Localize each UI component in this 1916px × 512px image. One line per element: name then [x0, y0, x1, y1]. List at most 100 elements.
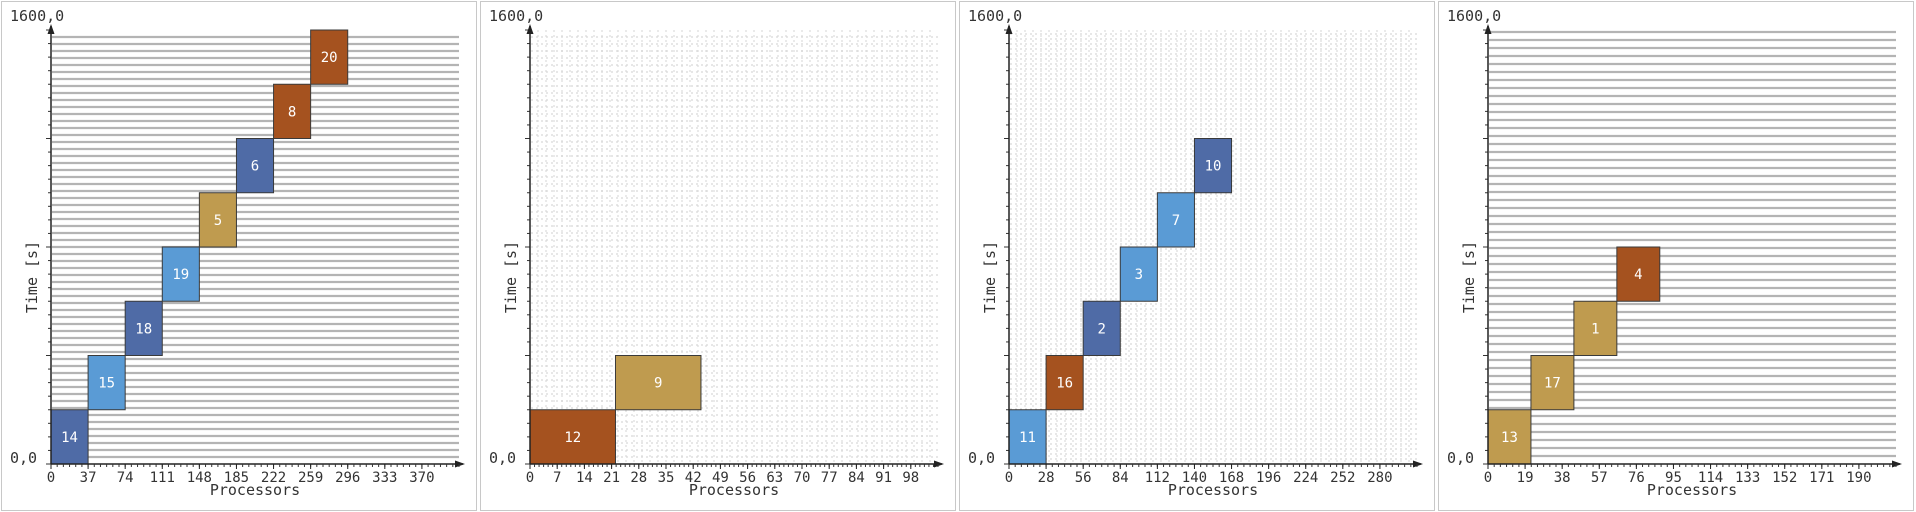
y-axis-arrow [47, 24, 55, 34]
x-tick-label: 259 [298, 470, 323, 486]
origin-label: 0,0 [968, 449, 995, 467]
x-tick-label: 152 [1772, 470, 1797, 486]
task-label: 1 [1591, 321, 1599, 337]
x-axis-title: Processors [689, 481, 779, 499]
task-label: 16 [1056, 376, 1073, 392]
x-axis-arrow [455, 460, 465, 468]
x-tick-label: 91 [875, 470, 892, 486]
x-tick-label: 168 [1219, 470, 1244, 486]
x-tick-label: 21 [603, 470, 620, 486]
y-max-label: 1600,0 [489, 7, 543, 25]
x-axis-arrow [1892, 460, 1902, 468]
x-tick-label: 114 [1698, 470, 1723, 486]
task-bar [1119, 246, 1158, 302]
x-tick-label: 252 [1330, 470, 1355, 486]
x-tick-label: 0 [526, 470, 534, 486]
task-label: 13 [1501, 430, 1518, 446]
task-label: 4 [1634, 267, 1642, 283]
x-tick-label: 148 [187, 470, 212, 486]
task-bar [87, 355, 126, 411]
task-bar [1045, 355, 1084, 411]
x-tick-label: 28 [1038, 470, 1055, 486]
task-bar [161, 246, 200, 302]
task-bar [50, 409, 89, 465]
x-tick-label: 35 [658, 470, 675, 486]
task-bar [198, 192, 237, 248]
origin-label: 0,0 [1447, 449, 1474, 467]
task-label: 9 [654, 376, 662, 392]
x-tick-label: 133 [1735, 470, 1760, 486]
x-tick-label: 280 [1367, 470, 1392, 486]
y-axis-title: Time [s] [502, 241, 520, 313]
x-tick-label: 57 [1591, 470, 1608, 486]
x-tick-label: 38 [1554, 470, 1571, 486]
x-tick-label: 222 [261, 470, 286, 486]
task-bar [1082, 300, 1121, 356]
task-label: 17 [1544, 376, 1561, 392]
y-axis-arrow [526, 24, 534, 34]
y-axis-arrow [1005, 24, 1013, 34]
x-tick-label: 19 [1517, 470, 1534, 486]
origin-label: 0,0 [10, 449, 37, 467]
y-axis-title: Time [s] [981, 241, 999, 313]
task-label: 7 [1172, 213, 1180, 229]
x-axis-title: Processors [210, 481, 300, 499]
x-tick-label: 0 [1005, 470, 1013, 486]
task-label: 19 [172, 267, 189, 283]
x-axis-arrow [1413, 460, 1423, 468]
task-label: 14 [61, 430, 78, 446]
task-label: 12 [564, 430, 581, 446]
task-label: 5 [214, 213, 222, 229]
task-bar [273, 83, 312, 139]
x-tick-label: 196 [1256, 470, 1281, 486]
x-tick-label: 112 [1145, 470, 1170, 486]
x-tick-label: 28 [630, 470, 647, 486]
task-bar [1487, 409, 1532, 465]
x-tick-label: 77 [821, 470, 838, 486]
x-tick-label: 84 [848, 470, 865, 486]
y-axis-title: Time [s] [23, 241, 41, 313]
x-tick-label: 171 [1809, 470, 1834, 486]
x-tick-label: 42 [685, 470, 702, 486]
chart-panel-3: 11 16 2 3 7 10 0 28 56 84 112 140 168 196 224 252 280 160… [959, 1, 1435, 511]
y-max-label: 1600,0 [1447, 7, 1501, 25]
task-bar [614, 355, 702, 411]
task-bar [1156, 192, 1195, 248]
y-max-label: 1600,0 [968, 7, 1022, 25]
x-tick-label: 37 [80, 470, 97, 486]
task-label: 18 [135, 321, 152, 337]
x-axis-title: Processors [1168, 481, 1258, 499]
x-tick-label: 74 [117, 470, 134, 486]
task-bar [1616, 246, 1661, 302]
task-bar [1530, 355, 1575, 411]
x-tick-label: 56 [1075, 470, 1092, 486]
task-label: 8 [288, 104, 296, 120]
y-axis-title: Time [s] [1460, 241, 1478, 313]
chart-panel-2: 12 9 0 7 14 21 28 35 42 49 56 63 70 77 84 91 98 1600,0 0,0… [480, 1, 956, 511]
x-tick-label: 224 [1293, 470, 1318, 486]
gantt-chart-3: 11 16 2 3 7 10 0 28 56 84 112 140 168 196 224 252 280 160… [968, 7, 1423, 499]
x-tick-label: 333 [372, 470, 397, 486]
x-tick-label: 56 [739, 470, 756, 486]
x-axis-arrow [934, 460, 944, 468]
origin-label: 0,0 [489, 449, 516, 467]
x-tick-label: 190 [1846, 470, 1871, 486]
x-tick-label: 14 [576, 470, 593, 486]
x-tick-label: 370 [409, 470, 434, 486]
task-bar [529, 409, 616, 465]
task-label: 11 [1019, 430, 1036, 446]
x-tick-label: 49 [712, 470, 729, 486]
x-tick-label: 0 [47, 470, 55, 486]
task-label: 15 [98, 376, 115, 392]
gantt-chart-2: 12 9 0 7 14 21 28 35 42 49 56 63 70 77 84 91 98 1600,0 0,0… [489, 7, 944, 499]
chart-panel-4: 13 17 1 4 0 19 38 57 76 95 114 133 152 171 190 1600,0 0,… [1438, 1, 1914, 511]
x-tick-label: 95 [1665, 470, 1682, 486]
task-bar [235, 138, 275, 194]
task-label: 6 [251, 159, 259, 175]
x-tick-label: 63 [766, 470, 783, 486]
task-bar [1193, 138, 1233, 194]
x-tick-label: 296 [335, 470, 360, 486]
task-bar [310, 29, 349, 85]
x-tick-label: 70 [794, 470, 811, 486]
